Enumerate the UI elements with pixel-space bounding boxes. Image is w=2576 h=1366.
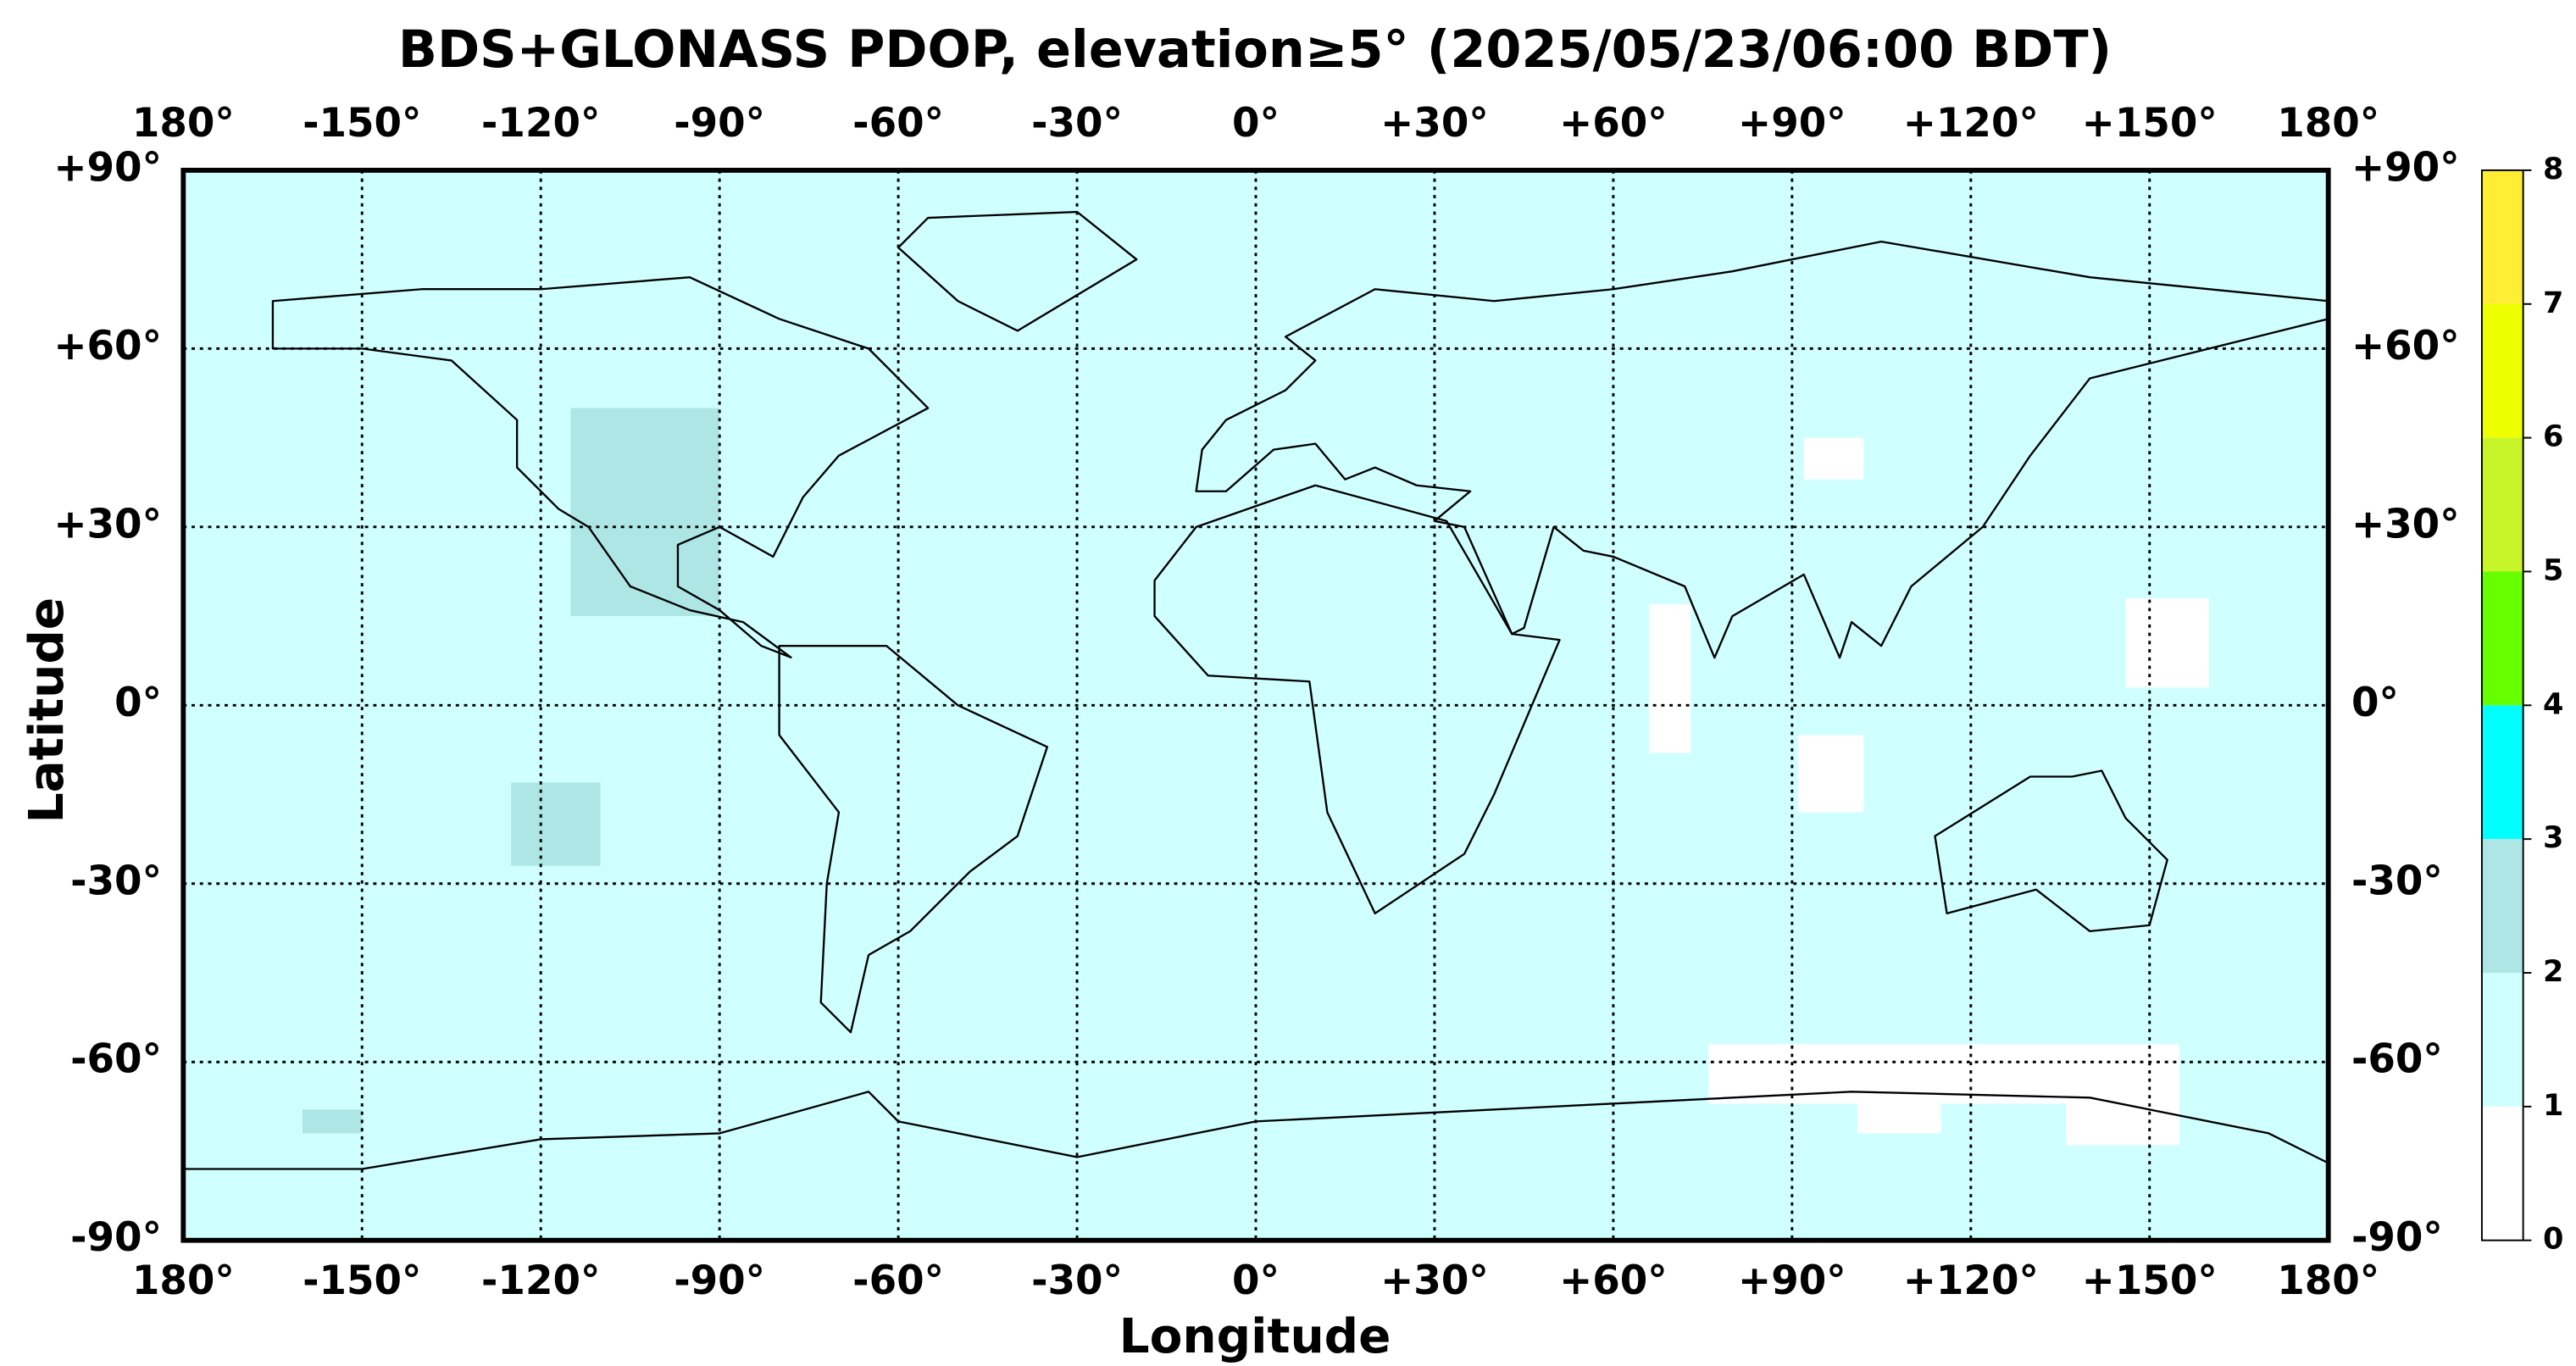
colorbar-band <box>2481 437 2523 572</box>
y-tick-label: -90° <box>70 1215 162 1261</box>
colorbar-band <box>2481 973 2523 1107</box>
x-tick-label: +60° <box>1559 101 1668 147</box>
y-tick-label: +90° <box>2351 145 2460 191</box>
y-tick-label: 0° <box>114 680 162 726</box>
y-tick-label: -90° <box>2351 1215 2443 1261</box>
coastline <box>1934 769 2168 933</box>
y-tick-label: -60° <box>2351 1037 2443 1083</box>
x-tick-label: -120° <box>481 1258 600 1304</box>
coastline <box>1195 240 2329 659</box>
x-tick-label: +150° <box>2082 101 2218 147</box>
y-tick-label: +60° <box>2351 324 2460 369</box>
x-tick-label: -150° <box>303 101 421 147</box>
x-tick-label: -90° <box>674 1258 765 1304</box>
x-tick-label: 0° <box>1232 1258 1280 1304</box>
y-tick-label: -60° <box>70 1037 162 1083</box>
x-tick-label: +30° <box>1380 101 1489 147</box>
pdop-patch <box>2125 598 2210 688</box>
colorbar-band <box>2481 839 2523 973</box>
x-axis-label: Longitude <box>1119 1309 1391 1364</box>
x-tick-label: -30° <box>1031 1258 1123 1304</box>
x-tick-label: 180° <box>2277 101 2379 147</box>
y-tick-label: +30° <box>2351 502 2460 547</box>
x-tick-label: +30° <box>1380 1258 1489 1304</box>
colorbar-tick-label: 1 <box>2543 1088 2563 1123</box>
x-tick-label: -90° <box>674 101 765 147</box>
colorbar-band <box>2481 705 2523 840</box>
x-tick-label: +90° <box>1738 101 1846 147</box>
x-tick-label: +120° <box>1903 1258 2039 1304</box>
x-tick-label: +60° <box>1559 1258 1668 1304</box>
y-tick-label: -30° <box>70 858 162 904</box>
y-tick-label: +30° <box>53 502 162 547</box>
x-tick-label: +90° <box>1738 1258 1846 1304</box>
colorbar-band <box>2481 571 2523 706</box>
colorbar-tick-label: 2 <box>2543 954 2563 989</box>
colorbar-tick-label: 6 <box>2543 419 2563 454</box>
coastline <box>1153 484 1561 915</box>
y-tick-label: 0° <box>2351 680 2399 726</box>
coastline <box>183 1091 2329 1170</box>
x-tick-label: 180° <box>132 101 235 147</box>
colorbar-band <box>2481 169 2523 304</box>
x-tick-label: 180° <box>2277 1258 2379 1304</box>
pdop-patch <box>1797 735 1864 813</box>
pdop-patch <box>511 782 601 866</box>
pdop-patch <box>1649 604 1691 753</box>
x-tick-label: +150° <box>2082 1258 2218 1304</box>
pdop-patch <box>1803 437 1864 480</box>
pdop-patch <box>302 1109 363 1134</box>
pdop-patch <box>570 408 720 617</box>
x-tick-label: -120° <box>481 101 600 147</box>
x-tick-label: -60° <box>852 1258 944 1304</box>
x-tick-label: -150° <box>303 1258 421 1304</box>
colorbar-tick-label: 4 <box>2543 686 2563 721</box>
colorbar-tick-label: 7 <box>2543 286 2563 320</box>
x-tick-label: 0° <box>1232 101 1280 147</box>
pdop-patch <box>1857 1091 1941 1134</box>
y-tick-label: +90° <box>53 145 162 191</box>
pdop-patch <box>2066 1091 2179 1146</box>
x-tick-label: -60° <box>852 101 944 147</box>
colorbar-tick-label: 0 <box>2543 1222 2563 1257</box>
map-frame <box>180 168 2331 1243</box>
colorbar-tick-label: 5 <box>2543 553 2563 587</box>
colorbar-band <box>2481 1106 2523 1241</box>
coastline <box>897 210 1138 332</box>
y-axis-label: Latitude <box>19 597 75 824</box>
coastline <box>778 644 1049 1034</box>
colorbar-band <box>2481 303 2523 438</box>
x-tick-label: +120° <box>1903 101 2039 147</box>
colorbar-tick-label: 3 <box>2543 820 2563 855</box>
y-tick-label: +60° <box>53 324 162 369</box>
chart-title: BDS+GLONASS PDOP, elevation≥5° (2025/05/… <box>398 20 2112 80</box>
y-tick-label: -30° <box>2351 858 2443 904</box>
x-tick-label: 180° <box>132 1258 235 1304</box>
x-tick-label: -30° <box>1031 101 1123 147</box>
colorbar: 0 1 2 3 4 5 6 7 8 <box>2480 152 2563 1257</box>
colorbar-tick-label: 8 <box>2543 152 2563 186</box>
coastlines <box>183 210 2329 1170</box>
coastline <box>271 276 930 658</box>
